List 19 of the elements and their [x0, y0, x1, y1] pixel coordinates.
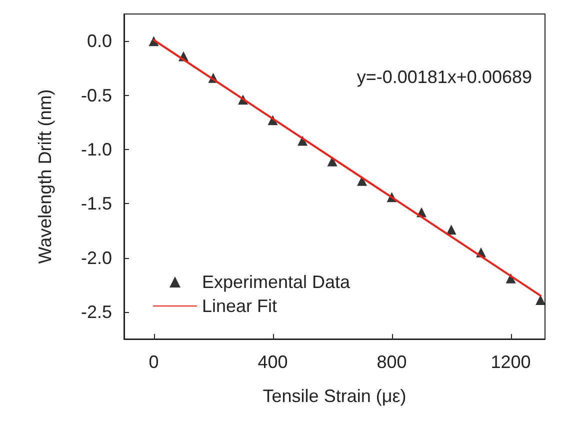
y-tick-label: -1.0 — [80, 139, 112, 160]
x-axis-title: Tensile Strain (με) — [262, 386, 406, 406]
y-tick-label: -0.5 — [80, 85, 112, 106]
annotation: y=-0.00181x+0.00689 — [356, 67, 532, 87]
x-tick-label: 800 — [376, 352, 407, 372]
point — [536, 295, 546, 305]
x-tick-label: 1200 — [490, 352, 531, 372]
legend-label: Experimental Data — [202, 272, 352, 292]
point — [446, 224, 456, 235]
y-tick-label: -2.0 — [80, 248, 112, 268]
point — [357, 176, 368, 186]
y-tick-label: 0.0 — [86, 31, 112, 52]
x-tick-label: 0 — [148, 352, 159, 372]
y-axis-title: Wavelength Drift (nm) — [35, 89, 55, 264]
point — [327, 156, 338, 166]
x-tick-label: 400 — [258, 352, 288, 372]
y-tick-label: -1.5 — [80, 194, 112, 214]
y-tick-label: -2.5 — [80, 302, 112, 322]
legend-label: Linear Fit — [202, 296, 278, 316]
